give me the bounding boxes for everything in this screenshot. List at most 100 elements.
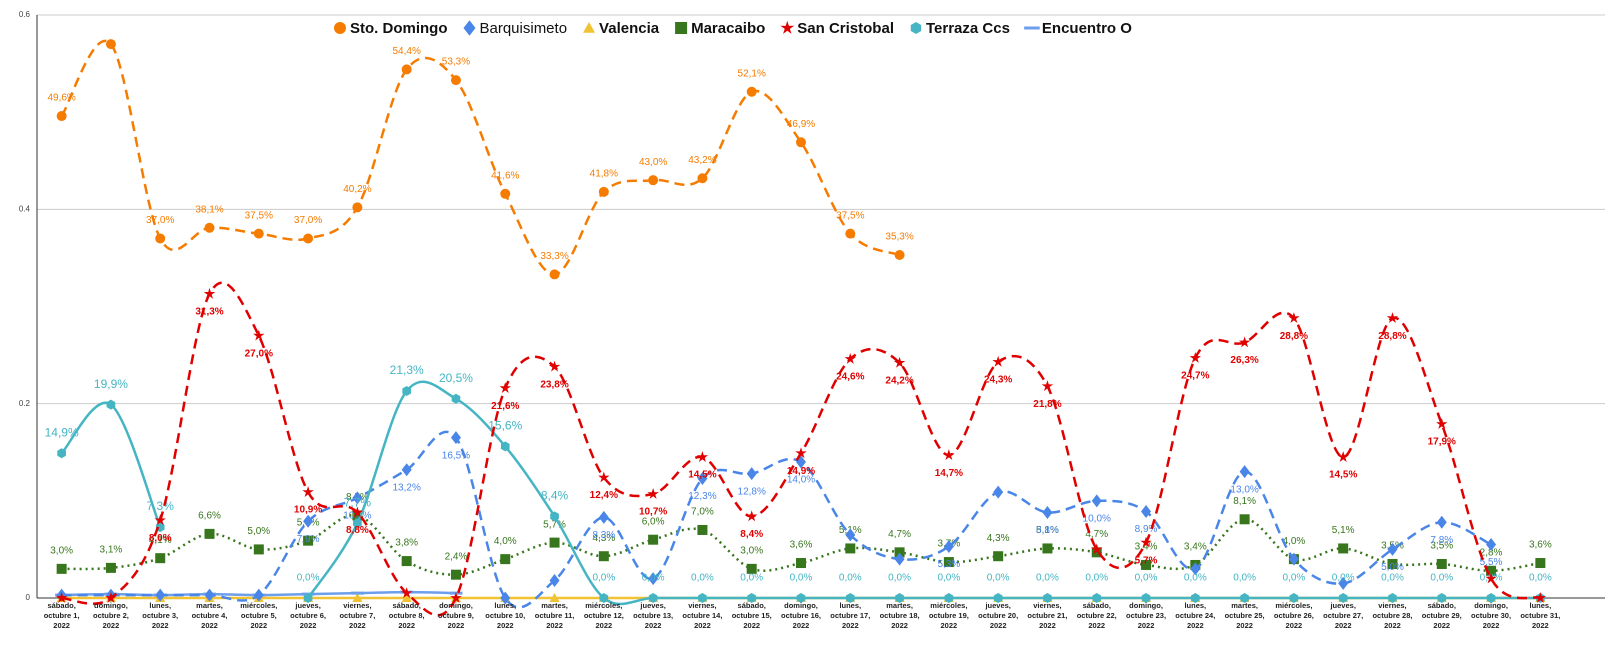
- x-tick-label: lunes, octubre 10, 2022: [485, 601, 526, 630]
- point: [204, 528, 215, 539]
- data-label: 4,3%: [987, 533, 1010, 544]
- data-label: 41,8%: [590, 168, 618, 179]
- x-tick-label: martes, octubre 25, 2022: [1224, 601, 1265, 630]
- data-label: 24,2%: [885, 375, 913, 386]
- legend-label: Sto. Domingo: [350, 20, 448, 37]
- data-label: 37,5%: [836, 210, 864, 221]
- data-label: 5,1%: [1036, 525, 1059, 536]
- point: [549, 574, 560, 588]
- data-label: 41,6%: [491, 170, 519, 181]
- point: [302, 486, 314, 497]
- x-tick-label: domingo, octubre 9, 2022: [438, 601, 474, 630]
- point: [401, 463, 412, 477]
- point: [402, 386, 412, 397]
- point: [1091, 547, 1102, 558]
- point: [1387, 558, 1398, 569]
- point: [993, 551, 1004, 562]
- point: [1436, 418, 1448, 429]
- point: [351, 506, 364, 518]
- point: [352, 510, 363, 521]
- point: [598, 510, 609, 524]
- y-tick-label: 0.6: [19, 10, 31, 19]
- x-tick-label: jueves, octubre 20, 2022: [978, 601, 1019, 630]
- data-label: 28,8%: [1378, 331, 1406, 342]
- point: [549, 537, 560, 548]
- legend-marker: [334, 22, 346, 34]
- point: [451, 393, 461, 404]
- data-label: 0,0%: [1085, 573, 1108, 584]
- point: [253, 329, 265, 341]
- point: [105, 592, 117, 603]
- data-label: 0,0%: [937, 573, 960, 584]
- point: [155, 553, 166, 564]
- data-label: 8,1%: [1233, 496, 1256, 507]
- point: [844, 352, 856, 364]
- data-label: 24,7%: [1181, 371, 1209, 382]
- point: [500, 554, 511, 565]
- data-label: 14,9%: [787, 466, 815, 477]
- data-label: 19,9%: [94, 377, 128, 391]
- point: [1534, 592, 1547, 603]
- point: [303, 535, 314, 546]
- x-tick-label: lunes, octubre 24, 2022: [1175, 601, 1216, 630]
- point: [1337, 451, 1349, 462]
- data-label: 16,5%: [442, 450, 470, 461]
- data-label: 0,0%: [1036, 573, 1059, 584]
- point: [943, 449, 955, 461]
- data-label: 14,5%: [688, 470, 716, 481]
- data-label: 53,3%: [442, 57, 470, 68]
- data-label: 17,9%: [1428, 437, 1456, 448]
- legend-marker: [780, 20, 795, 34]
- legend-marker: [463, 20, 476, 36]
- point: [1485, 572, 1497, 584]
- data-label: 4,3%: [592, 533, 615, 544]
- point: [204, 588, 215, 602]
- x-tick-label: martes, octubre 4, 2022: [191, 601, 228, 630]
- point: [746, 86, 757, 97]
- point: [648, 534, 659, 545]
- point: [698, 593, 707, 603]
- point: [1091, 494, 1102, 508]
- point: [944, 593, 954, 603]
- data-label: 0,0%: [642, 573, 665, 584]
- y-tick-label: 0: [26, 593, 31, 602]
- data-label: 0,0%: [691, 573, 714, 584]
- point: [500, 188, 511, 199]
- x-tick-label: lunes, octubre 17, 2022: [830, 601, 871, 630]
- data-label: 43,0%: [639, 157, 667, 168]
- point: [894, 250, 905, 261]
- data-label: 8,8%: [346, 525, 369, 536]
- point: [352, 202, 363, 213]
- data-label: 10,3%: [343, 511, 371, 522]
- data-label: 12,8%: [738, 486, 766, 497]
- point: [105, 562, 116, 573]
- data-label: 10,7%: [639, 507, 667, 518]
- data-label: 0,0%: [1430, 573, 1453, 584]
- legend-marker: [583, 22, 596, 33]
- data-label: 0,0%: [1283, 573, 1306, 584]
- point: [1338, 576, 1349, 590]
- data-label: 13,2%: [392, 482, 420, 493]
- data-label: 0,0%: [1135, 573, 1158, 584]
- point: [549, 269, 560, 280]
- x-tick-label: domingo, octubre 23, 2022: [1126, 601, 1167, 630]
- data-label: 12,4%: [590, 490, 618, 501]
- point: [303, 593, 313, 603]
- data-label: 0,0%: [1233, 573, 1256, 584]
- point: [648, 175, 659, 186]
- point: [499, 382, 511, 393]
- point: [1288, 312, 1300, 324]
- data-label: 46,9%: [787, 119, 815, 130]
- point: [400, 587, 413, 598]
- data-label: 27,0%: [245, 348, 273, 359]
- data-label: 0,0%: [1332, 573, 1355, 584]
- point: [57, 448, 66, 459]
- point: [450, 569, 461, 580]
- x-tick-label: sábado, octubre 29, 2022: [1421, 601, 1462, 630]
- point: [598, 186, 609, 197]
- data-label: 20,5%: [439, 371, 473, 385]
- data-label: 10,0%: [1083, 513, 1111, 524]
- point: [1387, 542, 1398, 556]
- point: [992, 355, 1004, 367]
- point: [697, 524, 708, 535]
